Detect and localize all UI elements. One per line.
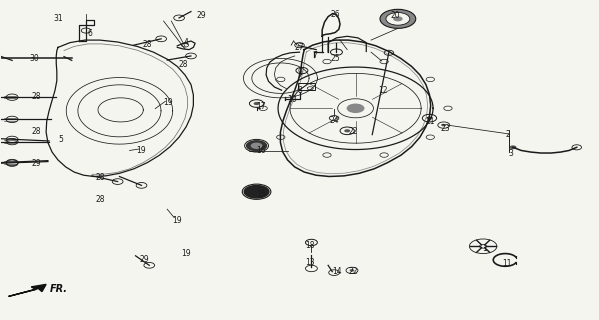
Text: 15: 15: [256, 190, 265, 199]
Text: 19: 19: [137, 146, 146, 155]
Text: 31: 31: [53, 14, 63, 23]
Text: 28: 28: [143, 40, 152, 49]
Text: 6: 6: [87, 28, 92, 38]
Text: 4: 4: [184, 38, 189, 47]
Circle shape: [441, 124, 446, 126]
Text: 22: 22: [349, 267, 358, 276]
Text: 27: 27: [295, 43, 304, 52]
Text: 7: 7: [312, 51, 317, 60]
Text: 5: 5: [59, 135, 63, 144]
Text: 16: 16: [256, 146, 265, 155]
Text: 3: 3: [509, 149, 513, 158]
Circle shape: [393, 16, 403, 21]
Text: 29: 29: [196, 11, 206, 20]
Text: 28: 28: [95, 195, 104, 204]
Text: 25: 25: [331, 54, 340, 63]
Circle shape: [347, 104, 364, 113]
Text: 19: 19: [164, 99, 173, 108]
Circle shape: [246, 140, 267, 151]
Text: 12: 12: [378, 86, 388, 95]
Text: 21: 21: [426, 117, 435, 126]
Circle shape: [253, 102, 259, 105]
Text: 2: 2: [506, 130, 510, 139]
Text: 26: 26: [331, 10, 340, 19]
Text: 10: 10: [288, 95, 297, 104]
Text: 24: 24: [329, 116, 339, 125]
Circle shape: [350, 269, 355, 272]
Circle shape: [386, 12, 410, 25]
Text: 22: 22: [349, 127, 358, 136]
Text: 28: 28: [95, 173, 104, 182]
Text: 19: 19: [173, 216, 182, 225]
Text: 28: 28: [179, 60, 188, 69]
Circle shape: [344, 129, 350, 132]
Text: 19: 19: [181, 249, 191, 258]
Text: 13: 13: [305, 258, 315, 267]
Text: 1: 1: [482, 244, 487, 253]
Text: 28: 28: [31, 92, 41, 101]
Text: 20: 20: [390, 11, 400, 20]
Circle shape: [426, 116, 432, 120]
Text: 18: 18: [305, 241, 315, 250]
Text: 8: 8: [297, 86, 302, 95]
Text: 9: 9: [297, 68, 302, 77]
Circle shape: [243, 185, 270, 199]
Circle shape: [250, 142, 262, 149]
Text: FR.: FR.: [50, 284, 68, 294]
Circle shape: [380, 9, 416, 28]
Circle shape: [509, 145, 516, 149]
Text: 29: 29: [140, 255, 149, 264]
Text: 17: 17: [256, 101, 265, 111]
Polygon shape: [8, 284, 46, 296]
Text: 11: 11: [502, 259, 512, 268]
Text: 23: 23: [441, 124, 450, 133]
Text: 14: 14: [332, 267, 342, 276]
Text: 29: 29: [31, 159, 41, 168]
Text: 28: 28: [31, 127, 41, 136]
Text: 30: 30: [29, 54, 39, 63]
